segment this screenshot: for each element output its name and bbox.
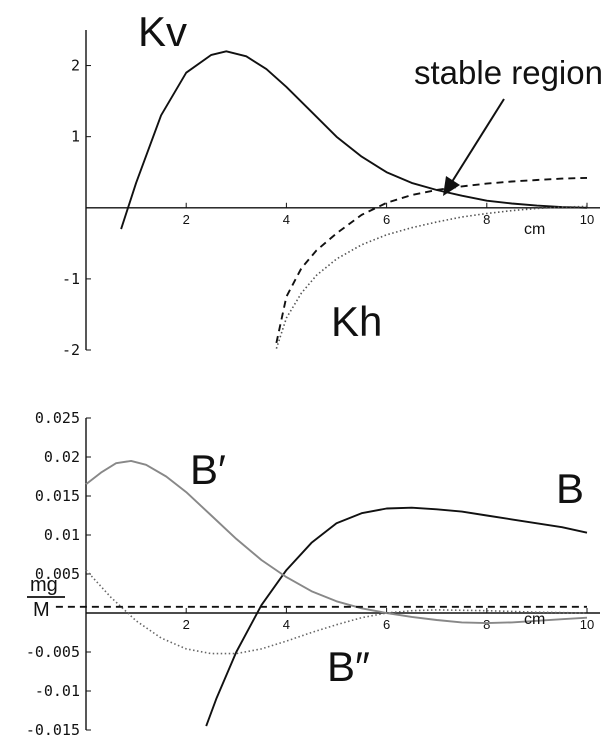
y-tick-label: 0.015 [35, 487, 80, 505]
y-tick-label: 2 [71, 57, 80, 75]
b-double-prime-label: B″ [327, 643, 370, 690]
x-tick-label: 8 [483, 617, 490, 632]
top-series [120, 50, 588, 349]
bottom-x-unit: cm [524, 611, 545, 628]
series-line-b [205, 506, 588, 727]
b-label: B [556, 465, 584, 512]
x-tick-label: 2 [183, 212, 190, 227]
b-prime-label: B′ [190, 446, 226, 493]
x-tick-label: 4 [283, 212, 290, 227]
bottom-ticks: 2 4 6 8 10 -0.015 -0.01 -0.005 0.005 0.01 0.015 0.0… [26, 409, 594, 739]
y-tick-label: 1 [71, 128, 80, 146]
y-tick-label: 0.005 [35, 565, 80, 583]
series-line-dashed-2 [275, 176, 588, 344]
top-x-unit: cm [524, 221, 545, 238]
mg-numerator: mg [30, 574, 58, 596]
x-tick-label: 8 [483, 212, 490, 227]
series-line-kv [120, 50, 588, 230]
stable-region-label: stable region [414, 54, 603, 91]
y-tick-label: 0.025 [35, 409, 80, 427]
mg-denominator: M [33, 599, 50, 621]
bottom-chart: 2 4 6 8 10 -0.015 -0.01 -0.005 0.005 0.01 0.015 0.0… [26, 409, 600, 739]
y-tick-label: 0.02 [44, 448, 80, 466]
top-ticks: 2 4 6 8 10 -2 -1 1 2 [62, 57, 594, 359]
x-tick-label: 10 [580, 617, 594, 632]
series-line-b [85, 569, 588, 655]
x-tick-label: 2 [183, 617, 190, 632]
x-tick-label: 6 [383, 212, 390, 227]
x-tick-label: 10 [580, 212, 594, 227]
y-tick-label: -0.015 [26, 721, 80, 739]
series-line-kh [275, 205, 588, 349]
y-tick-label: -0.01 [35, 682, 80, 700]
series-line-b [85, 459, 588, 625]
y-tick-label: -2 [62, 341, 80, 359]
x-tick-label: 6 [383, 617, 390, 632]
y-tick-label: -1 [62, 270, 80, 288]
top-chart: 2 4 6 8 10 -2 -1 1 2 Kv Kh stable region cm [62, 8, 603, 359]
y-tick-label: 0.01 [44, 526, 80, 544]
kv-label: Kv [138, 8, 187, 55]
y-tick-label: -0.005 [26, 643, 80, 661]
x-tick-label: 4 [283, 617, 290, 632]
stable-region-arrow [443, 98, 505, 196]
bottom-series [55, 459, 588, 727]
kh-label: Kh [331, 298, 382, 345]
